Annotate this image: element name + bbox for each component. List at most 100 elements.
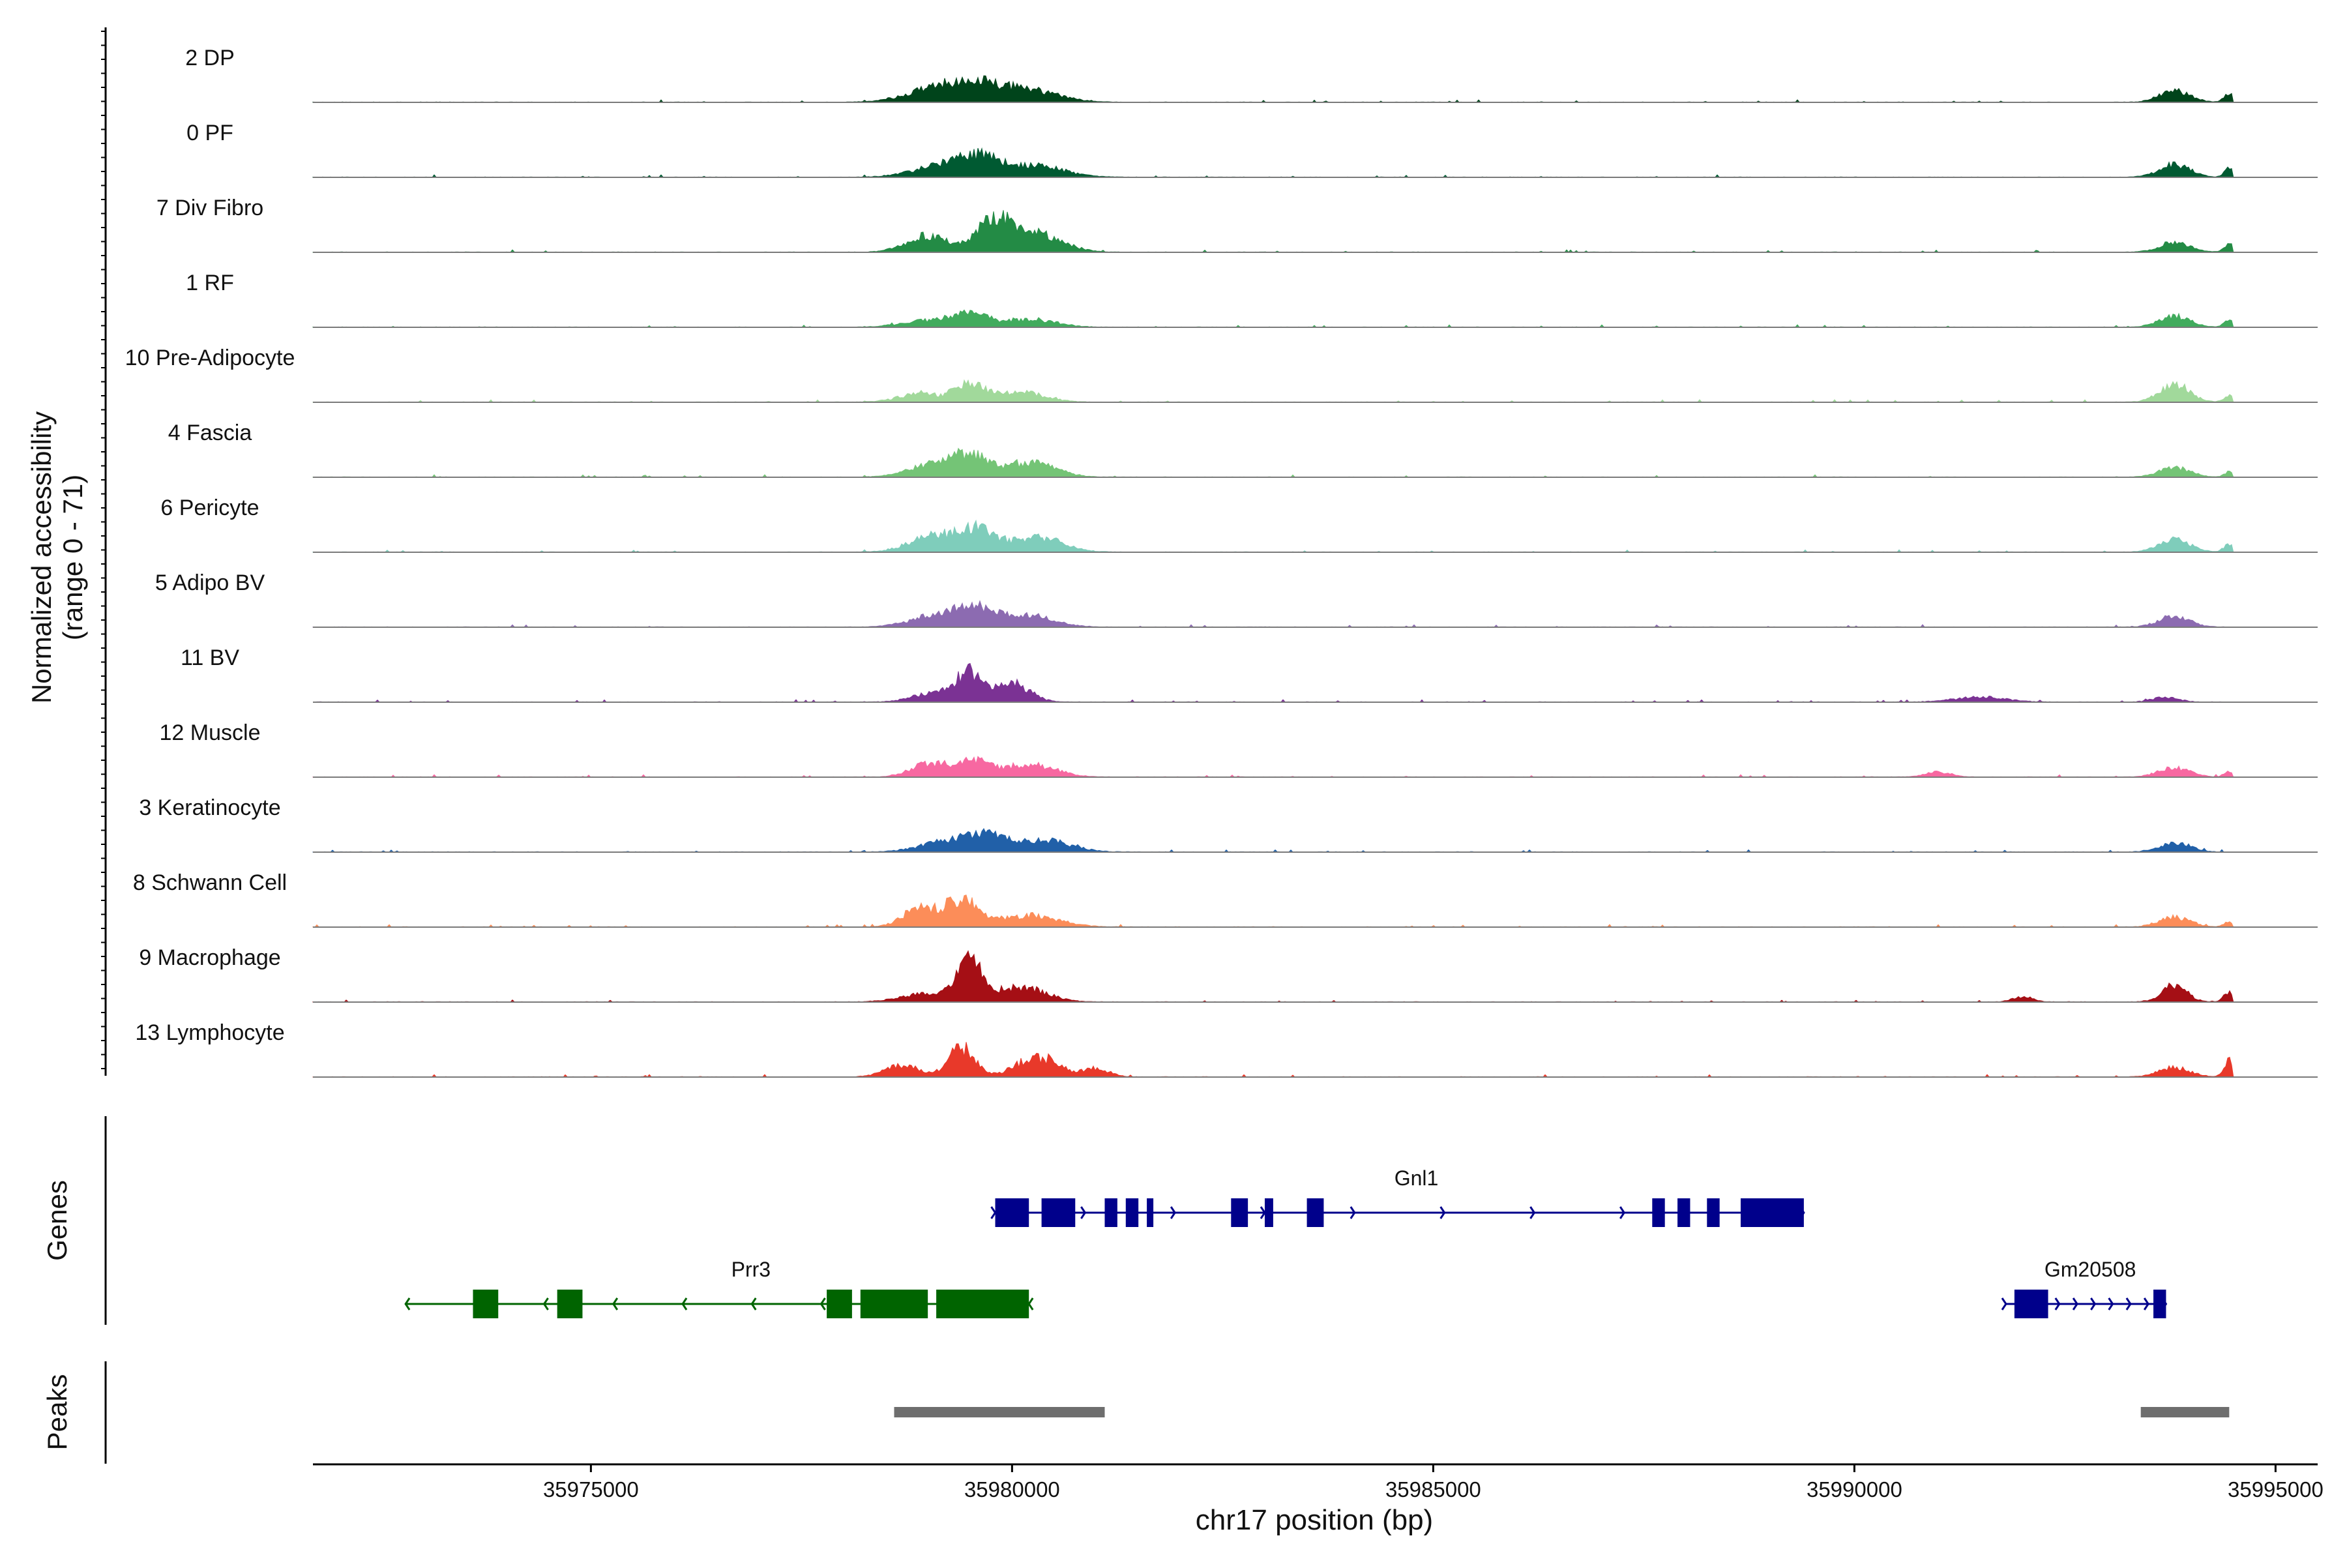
strand-arrow — [2090, 1297, 2097, 1310]
coverage-area — [312, 895, 2234, 928]
strand-arrow — [2108, 1297, 2114, 1310]
strand-arrow — [2143, 1297, 2149, 1310]
strand-arrow — [2001, 1297, 2007, 1310]
track-label: 1 RF — [186, 271, 234, 295]
exon — [2014, 1290, 2048, 1318]
exon — [1125, 1198, 1139, 1227]
track-label: 13 Lymphocyte — [135, 1020, 284, 1045]
strand-arrow — [2072, 1297, 2078, 1310]
exon — [936, 1290, 1029, 1318]
exon — [1707, 1198, 1720, 1227]
gene-gnl1: Gnl1 — [990, 1166, 1805, 1227]
exon — [1104, 1198, 1117, 1227]
x-tick-label: 35985000 — [1385, 1477, 1481, 1501]
track-label: 9 Macrophage — [139, 945, 280, 970]
coverage-area — [312, 756, 2234, 778]
track-label: 11 BV — [181, 645, 239, 670]
genes-panel-label: Genes — [42, 1180, 72, 1261]
x-tick-label: 35990000 — [1807, 1477, 1902, 1501]
coverage-area — [312, 662, 2234, 703]
coverage-area — [312, 75, 2234, 103]
coverage-area — [312, 147, 2234, 178]
x-axis-ticks: 35975000 35980000 35985000 35990000 35995000 — [543, 1464, 2324, 1501]
x-tick-label: 35995000 — [2228, 1477, 2324, 1501]
strand-arrow — [1080, 1206, 1087, 1219]
x-axis-label: chr17 position (bp) — [1196, 1504, 1433, 1536]
coverage-area — [312, 210, 2234, 253]
gene-label: Gm20508 — [2044, 1258, 2136, 1281]
strand-arrow — [1439, 1206, 1446, 1219]
peak-bar — [894, 1407, 1105, 1417]
track-label: 4 Fascia — [168, 421, 252, 445]
exon — [1306, 1198, 1324, 1227]
gene-prr3: Prr3 — [404, 1258, 1034, 1318]
strand-arrow — [2125, 1297, 2132, 1310]
gene-label: Prr3 — [731, 1258, 771, 1281]
exon — [2153, 1290, 2166, 1318]
strand-arrow — [681, 1297, 688, 1310]
track-7: 6 Pericyte — [160, 496, 2318, 553]
x-tick-label: 35975000 — [543, 1477, 639, 1501]
track-1: 2 DP — [185, 46, 2318, 103]
x-tick-label: 35980000 — [964, 1477, 1060, 1501]
peak-bar — [2140, 1407, 2230, 1417]
exon — [1652, 1198, 1665, 1227]
coverage-area — [312, 828, 2234, 853]
x-axis: 35975000 35980000 35985000 35990000 35995000… — [313, 1463, 2324, 1536]
track-6: 4 Fascia — [168, 421, 2318, 478]
coverage-area — [312, 600, 2234, 628]
track-label: 12 Muscle — [160, 720, 261, 745]
track-label: 8 Schwann Cell — [133, 870, 287, 895]
track-12: 8 Schwann Cell — [133, 870, 2318, 928]
strand-arrow — [612, 1297, 619, 1310]
exon — [1231, 1198, 1248, 1227]
track-4: 1 RF — [186, 271, 2318, 328]
exon — [1264, 1198, 1273, 1227]
y-axis: Normalized accessibility (range 0 - 71) — [26, 27, 107, 1076]
strand-arrow — [2054, 1297, 2061, 1310]
track-13: 9 Macrophage — [139, 945, 2318, 1003]
strand-arrow — [750, 1297, 757, 1310]
track-11: 3 Keratinocyte — [139, 795, 2318, 853]
exon — [1677, 1198, 1690, 1227]
track-2: 0 PF — [186, 121, 2318, 178]
coverage-area — [312, 447, 2234, 478]
track-label: 7 Div Fibro — [156, 196, 263, 220]
track-8: 5 Adipo BV — [155, 570, 2318, 628]
exon — [557, 1290, 583, 1318]
exon — [1740, 1198, 1804, 1227]
gene-gm20508: Gm20508 — [2001, 1258, 2168, 1318]
coverage-area — [312, 379, 2234, 403]
coverage-area — [312, 950, 2234, 1003]
coverage-area — [312, 1042, 2234, 1078]
gene-models: Gnl1 Prr3 Gm20508 — [404, 1166, 2168, 1318]
strand-arrow — [404, 1297, 411, 1310]
strand-arrow — [1027, 1297, 1034, 1310]
track-14: 13 Lymphocyte — [135, 1020, 2318, 1078]
strand-arrow — [819, 1297, 826, 1310]
track-label: 6 Pericyte — [160, 496, 259, 520]
track-5: 10 Pre-Adipocyte — [125, 346, 2318, 403]
coverage-tracks: 2 DP 0 PF 7 Div Fibro 1 RF 10 Pre-Adipocyte 4… — [125, 46, 2318, 1078]
y-axis-label-line2: (range 0 - 71) — [57, 475, 88, 640]
track-3: 7 Div Fibro — [156, 196, 2318, 253]
exon — [860, 1290, 928, 1318]
coverage-area — [312, 309, 2234, 328]
genes-panel: Genes Gnl1 Prr3 Gm20508 — [42, 1116, 2168, 1325]
track-label: 0 PF — [186, 121, 233, 145]
exon — [1147, 1198, 1154, 1227]
y-axis-label-line1: Normalized accessibility — [26, 411, 57, 703]
strand-arrow — [1529, 1206, 1536, 1219]
peak-regions — [894, 1407, 2230, 1417]
strand-arrow — [990, 1206, 997, 1219]
track-label: 5 Adipo BV — [155, 570, 265, 595]
exon — [995, 1198, 1029, 1227]
strand-arrow — [1170, 1206, 1176, 1219]
strand-arrow — [542, 1297, 549, 1310]
peaks-panel: Peaks — [42, 1361, 2230, 1464]
track-label: 3 Keratinocyte — [139, 795, 280, 820]
exon — [473, 1290, 499, 1318]
peaks-panel-label: Peaks — [42, 1374, 72, 1451]
